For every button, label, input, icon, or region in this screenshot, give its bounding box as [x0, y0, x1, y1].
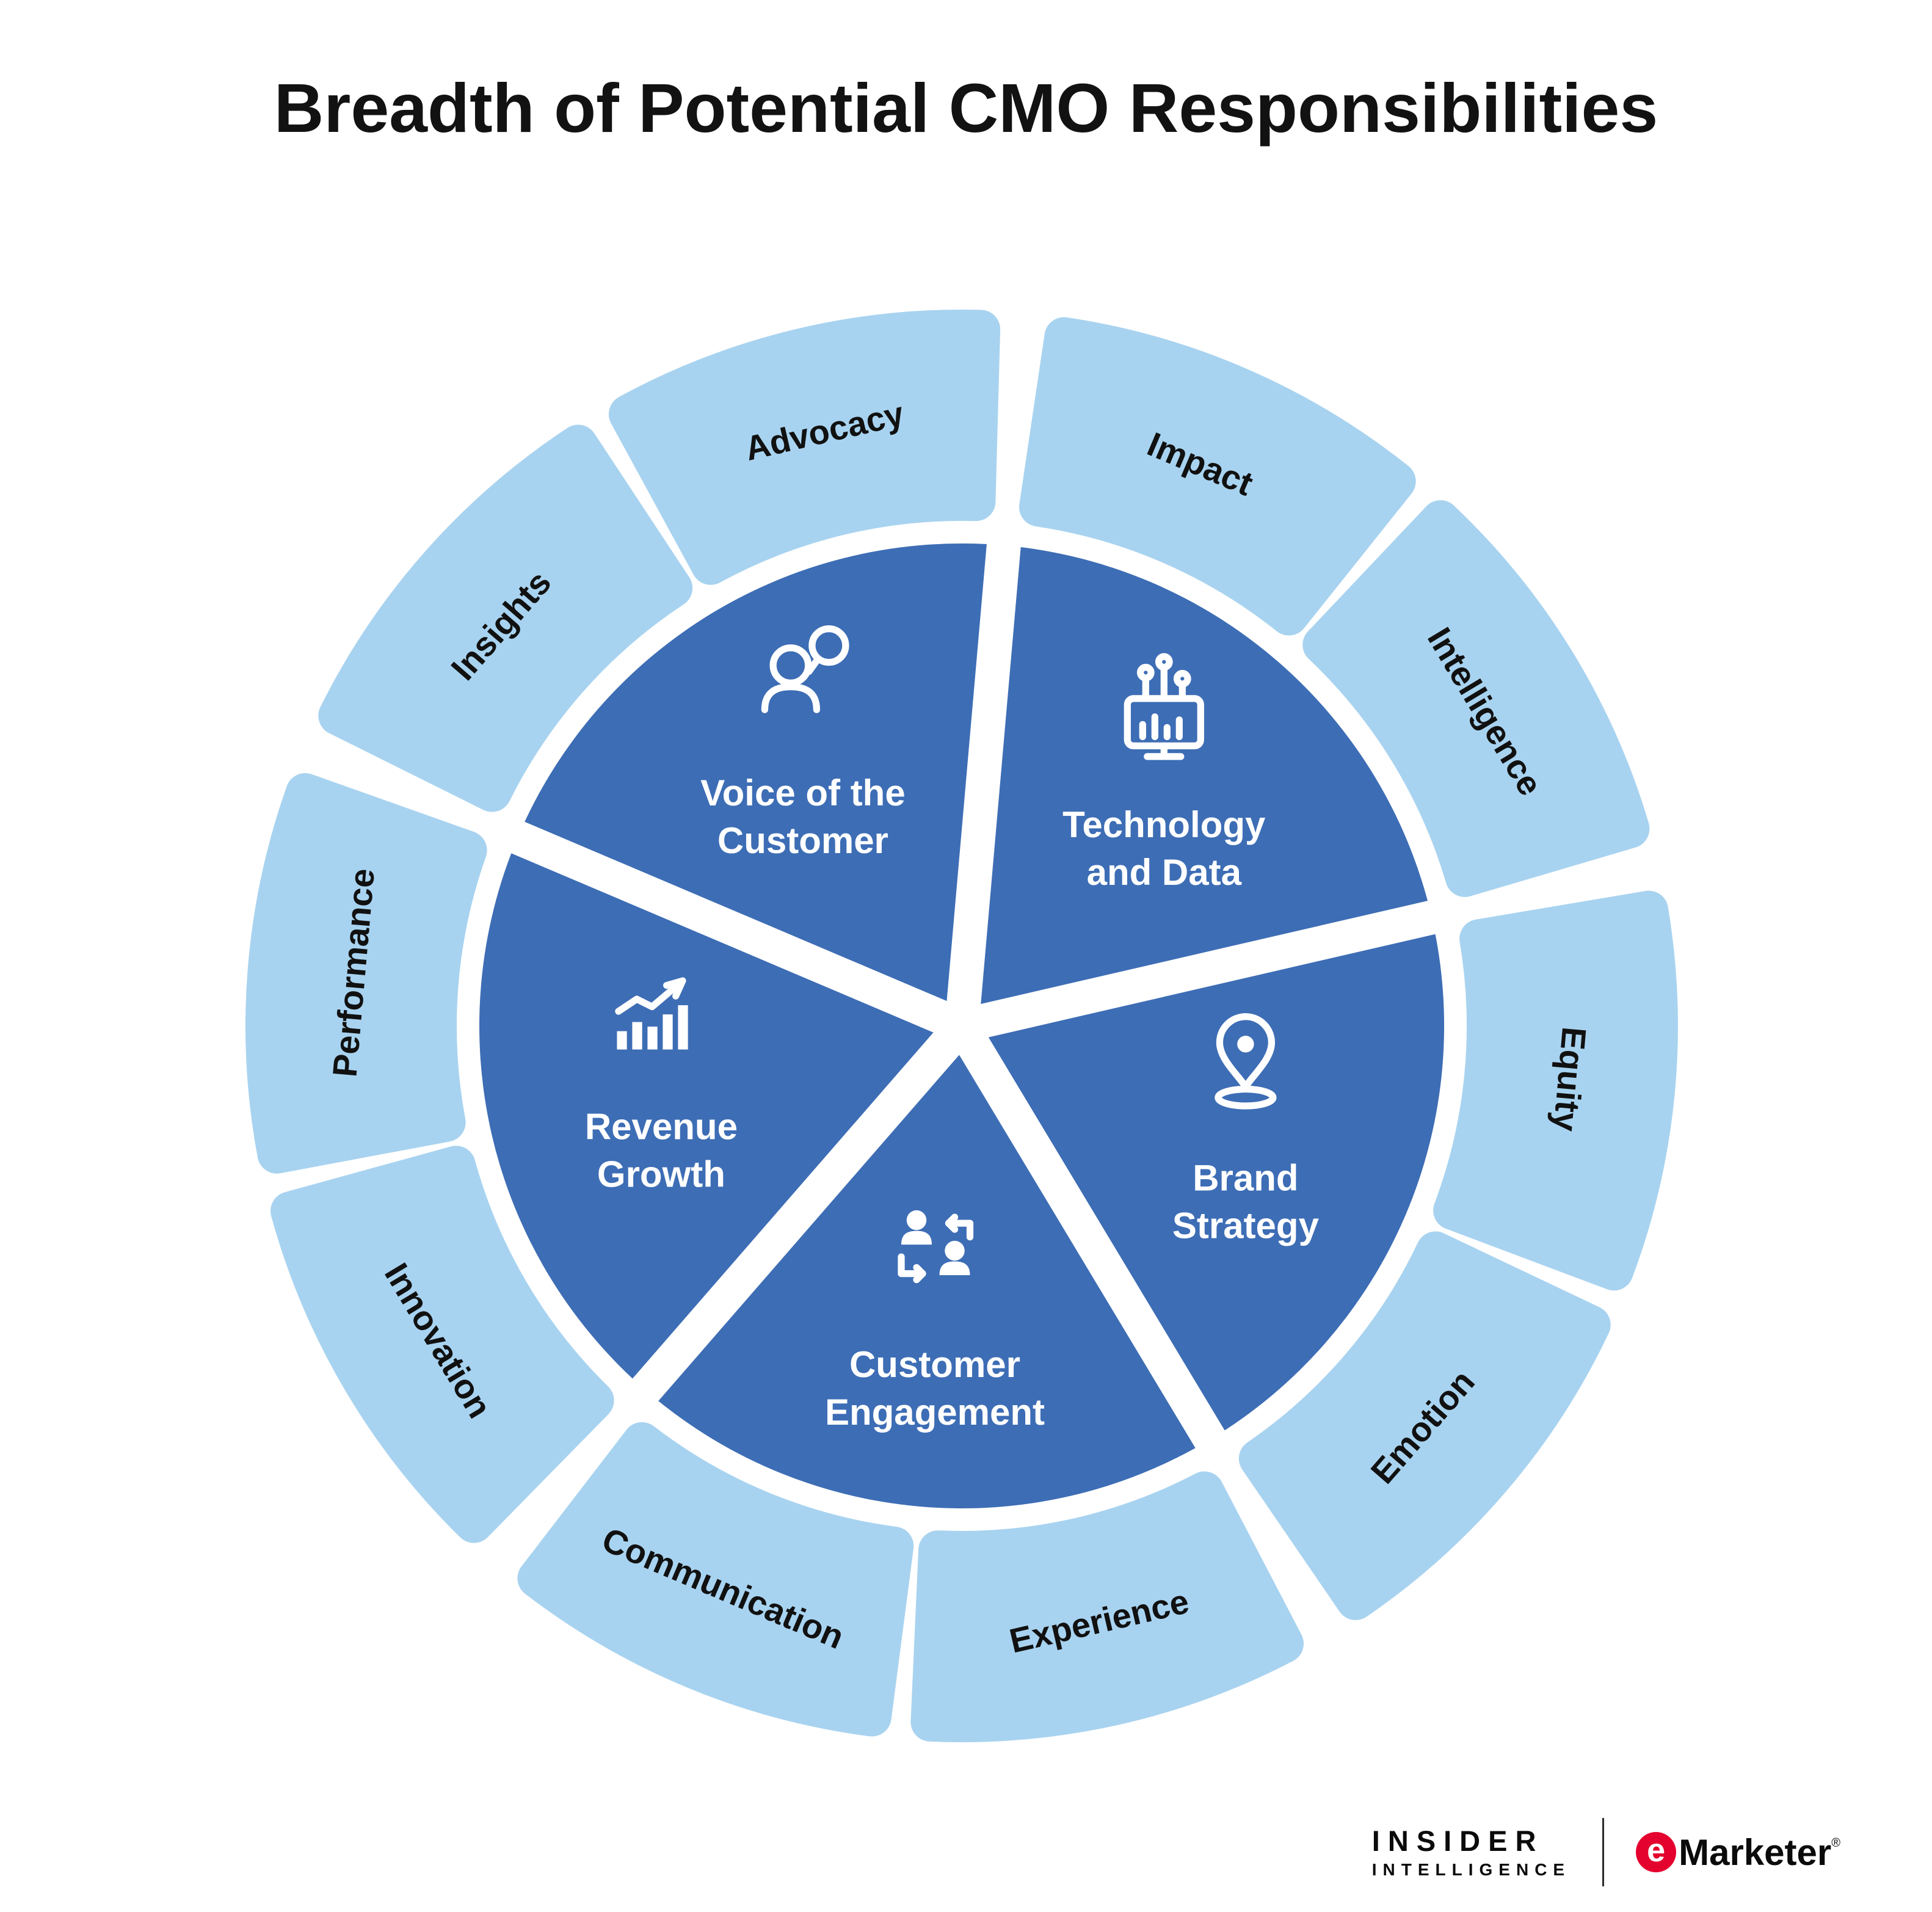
ring-segment-performance [245, 773, 487, 1174]
revenue-growth-icon [615, 977, 688, 1050]
wedge-label-brand-strategy-line1: Brand [1193, 1157, 1298, 1198]
wedge-label-brand-strategy-line2: Strategy [1172, 1205, 1320, 1246]
registered-mark: ® [1831, 1836, 1840, 1850]
ring-segment-intelligence [1302, 500, 1650, 897]
ring-label-equity: Equity [1546, 1025, 1594, 1133]
wedge-divider [945, 897, 1461, 1043]
wedge-technology-and-data [962, 545, 1432, 1026]
emarketer-e-letter: e [1647, 1832, 1666, 1869]
wedge-divider [945, 1009, 1234, 1467]
brand-strategy-icon [1215, 1013, 1277, 1110]
footer-divider [1602, 1818, 1605, 1886]
ring-segment-experience [910, 1471, 1304, 1742]
ring-segment-emotion [1238, 1231, 1611, 1620]
ring-segment-insights [318, 424, 693, 812]
emarketer-logo: e Marketer ® [1636, 1831, 1840, 1874]
footer-brands: INSIDER INTELLIGENCE e Marketer ® [1372, 1818, 1840, 1886]
ring-segment-impact [1019, 317, 1416, 636]
wedge-divider [620, 1009, 979, 1417]
technology-and-data-icon [1124, 653, 1204, 760]
page-title: Breadth of Potential CMO Responsibilitie… [274, 70, 1658, 147]
insider-wordmark: INSIDER [1371, 1824, 1544, 1857]
ring-segment-advocacy [608, 309, 1001, 585]
wedge-label-customer-engagement-line2: Engagement [825, 1392, 1045, 1433]
voice-of-the-customer-icon [761, 625, 849, 713]
ring-segment-equity [1433, 890, 1678, 1291]
wedge-label-technology-and-data-line2: and Data [1087, 852, 1242, 893]
wedge-voice-of-the-customer [517, 543, 1004, 1026]
emarketer-e-icon: e [1636, 1832, 1677, 1872]
wedge-divider [945, 516, 1022, 1043]
emarketer-wordmark: Marketer [1679, 1831, 1832, 1873]
insider-intelligence-logo: INSIDER INTELLIGENCE [1372, 1827, 1571, 1878]
wedge-label-voice-of-the-customer-line1: Voice of the [700, 772, 906, 813]
wedge-label-revenue-growth-line2: Growth [597, 1154, 725, 1195]
customer-engagement-icon [898, 1210, 974, 1284]
wedge-label-revenue-growth-line1: Revenue [585, 1107, 738, 1147]
ring-segment-communication [517, 1422, 914, 1737]
ring-segment-innovation [271, 1146, 614, 1543]
wedge-brand-strategy [962, 917, 1445, 1440]
intelligence-wordmark: INTELLIGENCE [1371, 1859, 1571, 1879]
wedge-label-voice-of-the-customer-line2: Customer [717, 820, 888, 861]
wedge-label-customer-engagement-line1: Customer [849, 1344, 1020, 1385]
wedge-divider [489, 815, 979, 1043]
wedge-customer-engagement [645, 1026, 1210, 1509]
wedge-label-technology-and-data-line1: Technology [1062, 804, 1266, 845]
wheel-center [946, 1010, 978, 1042]
